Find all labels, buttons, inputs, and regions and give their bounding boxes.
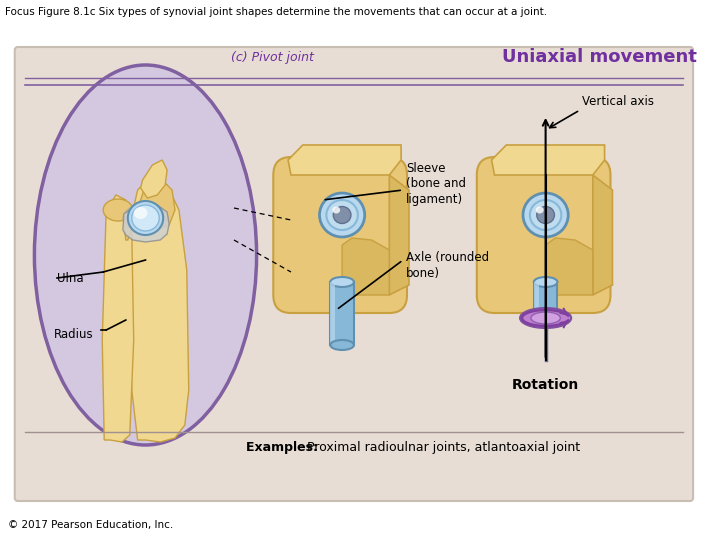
Ellipse shape xyxy=(320,193,365,237)
Text: Sleeve
(bone and
ligament): Sleeve (bone and ligament) xyxy=(406,161,466,206)
Polygon shape xyxy=(140,160,167,198)
FancyBboxPatch shape xyxy=(274,157,407,313)
Polygon shape xyxy=(122,180,175,240)
Polygon shape xyxy=(534,282,557,320)
Ellipse shape xyxy=(520,308,571,328)
Polygon shape xyxy=(288,145,401,175)
Text: Radius: Radius xyxy=(54,328,94,341)
Polygon shape xyxy=(342,238,390,295)
Ellipse shape xyxy=(330,340,354,350)
Polygon shape xyxy=(492,145,605,175)
Ellipse shape xyxy=(530,200,562,230)
Polygon shape xyxy=(330,282,354,345)
Polygon shape xyxy=(593,175,613,295)
Text: Ulna: Ulna xyxy=(57,272,84,285)
Text: © 2017 Pearson Education, Inc.: © 2017 Pearson Education, Inc. xyxy=(8,520,173,530)
Ellipse shape xyxy=(125,204,166,232)
Ellipse shape xyxy=(127,204,164,232)
Text: Axle (rounded
bone): Axle (rounded bone) xyxy=(406,251,489,280)
Ellipse shape xyxy=(523,193,568,237)
Ellipse shape xyxy=(333,206,351,224)
Ellipse shape xyxy=(330,277,354,287)
Ellipse shape xyxy=(123,204,168,232)
FancyBboxPatch shape xyxy=(477,157,611,313)
Text: Uniaxial movement: Uniaxial movement xyxy=(503,48,697,66)
Text: Rotation: Rotation xyxy=(512,378,579,392)
Polygon shape xyxy=(123,203,169,242)
Polygon shape xyxy=(546,238,593,295)
Text: Proximal radioulnar joints, atlantoaxial joint: Proximal radioulnar joints, atlantoaxial… xyxy=(307,441,580,454)
Ellipse shape xyxy=(332,206,340,213)
Text: (c) Pivot joint: (c) Pivot joint xyxy=(231,51,314,64)
Ellipse shape xyxy=(103,199,132,221)
Polygon shape xyxy=(102,195,134,442)
Text: Examples:: Examples: xyxy=(246,441,322,454)
Ellipse shape xyxy=(326,200,358,230)
Ellipse shape xyxy=(127,201,163,235)
Ellipse shape xyxy=(134,207,148,219)
Ellipse shape xyxy=(534,277,557,287)
FancyBboxPatch shape xyxy=(14,47,693,501)
Ellipse shape xyxy=(531,312,560,324)
Ellipse shape xyxy=(35,65,256,445)
Ellipse shape xyxy=(536,206,554,224)
Polygon shape xyxy=(390,175,409,295)
Text: Focus Figure 8.1c Six types of synovial joint shapes determine the movements tha: Focus Figure 8.1c Six types of synovial … xyxy=(5,7,547,17)
Ellipse shape xyxy=(132,205,159,231)
Text: Vertical axis: Vertical axis xyxy=(582,95,654,108)
Polygon shape xyxy=(127,180,189,442)
Ellipse shape xyxy=(536,206,544,213)
